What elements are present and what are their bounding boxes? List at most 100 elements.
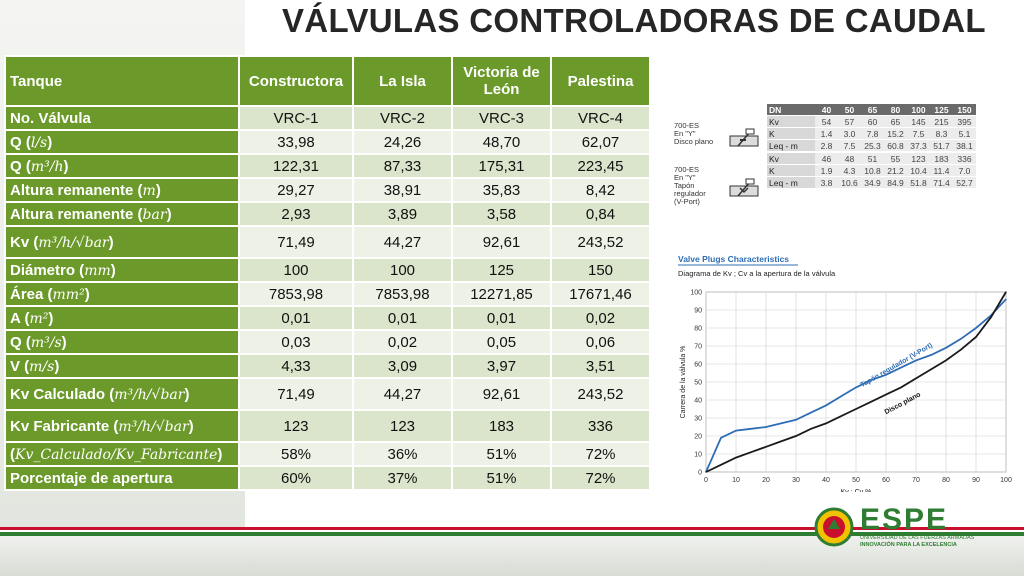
spec-cell: 215 bbox=[930, 115, 953, 128]
background-bottom-band bbox=[0, 536, 1024, 576]
series-point bbox=[840, 415, 842, 417]
row-label: Altura remanente (bar) bbox=[4, 201, 240, 227]
spec-cell: 71.4 bbox=[930, 176, 953, 189]
series-point bbox=[705, 471, 707, 473]
table-cell: 223,45 bbox=[550, 153, 651, 179]
spec-cell: 11.4 bbox=[930, 164, 953, 177]
series-point bbox=[735, 430, 737, 432]
row-unit-paren: ) bbox=[84, 285, 90, 303]
row-label: Porcentaje de apertura bbox=[4, 465, 240, 491]
spec-header-cell: 40 bbox=[815, 104, 838, 116]
spec-group-label-line: 700-ES bbox=[674, 121, 700, 130]
spec-group-label-line: En "Y" bbox=[674, 129, 696, 138]
table-cell: VRC-3 bbox=[451, 105, 552, 131]
table-cell: 175,31 bbox=[451, 153, 552, 179]
logo-wordmark: ESPE bbox=[860, 503, 949, 536]
header-column: La Isla bbox=[352, 55, 453, 107]
spec-header-cell: 125 bbox=[930, 104, 953, 116]
logo-tagline-2: INNOVACIÓN PARA LA EXCELENCIA bbox=[860, 542, 957, 548]
table-cell: 125 bbox=[451, 257, 552, 283]
row-label: (Kv_Calculado/Kv_Fabricante) bbox=[4, 441, 240, 467]
series-point bbox=[900, 367, 902, 369]
spec-cell: 1.4 bbox=[815, 127, 838, 140]
table-cell: 71,49 bbox=[238, 225, 354, 259]
y-tick-label: 100 bbox=[690, 290, 702, 297]
row-unit: m² bbox=[29, 310, 49, 327]
table-cell: 8,42 bbox=[550, 177, 651, 203]
table-cell: 92,61 bbox=[451, 377, 552, 411]
spec-cell: 25.3 bbox=[861, 139, 884, 153]
spec-cell: 37.3 bbox=[907, 139, 930, 153]
series-point bbox=[975, 336, 977, 338]
series-point bbox=[930, 354, 932, 356]
header-column: Constructora bbox=[238, 55, 354, 107]
series-point bbox=[885, 394, 887, 396]
table-cell: 3,51 bbox=[550, 353, 651, 379]
table-cell: VRC-4 bbox=[550, 105, 651, 131]
table-cell: 38,91 bbox=[352, 177, 453, 203]
y-tick-label: 80 bbox=[694, 326, 702, 333]
table-cell: 62,07 bbox=[550, 129, 651, 155]
table-cell: 12271,85 bbox=[451, 281, 552, 307]
white-stripe bbox=[0, 530, 1024, 532]
spec-cell: 84.9 bbox=[884, 176, 907, 189]
spec-cell: 48 bbox=[838, 151, 861, 165]
table-cell: 72% bbox=[550, 441, 651, 467]
row-label-text: Kv ( bbox=[10, 233, 39, 251]
series-point bbox=[915, 359, 917, 361]
row-unit: m³/h/√bar bbox=[118, 418, 189, 435]
spec-cell: 60 bbox=[861, 115, 884, 128]
y-valve-disco-icon bbox=[729, 128, 759, 147]
spec-cell: 145 bbox=[907, 115, 930, 128]
series-point bbox=[810, 412, 812, 414]
row-label: Kv Calculado (m³/h/√bar) bbox=[4, 377, 240, 411]
y-tick-label: 50 bbox=[694, 380, 702, 387]
spec-cell: 10.8 bbox=[861, 164, 884, 177]
table-cell: 150 bbox=[550, 257, 651, 283]
spec-group-label-line: Tapón bbox=[674, 181, 695, 190]
header-column: Victoria de León bbox=[451, 55, 552, 107]
spec-group-label-disco-plano: 700-ES En "Y" Disco plano bbox=[674, 122, 713, 146]
spec-cell: 60.8 bbox=[884, 139, 907, 153]
table-cell: 7853,98 bbox=[352, 281, 453, 307]
espe-logo: ESPE UNIVERSIDAD DE LAS FUERZAS ARMADAS … bbox=[812, 505, 1002, 549]
series-point bbox=[900, 386, 902, 388]
table-cell: 0,02 bbox=[550, 305, 651, 331]
series-point bbox=[870, 379, 872, 381]
table-cell: 58% bbox=[238, 441, 354, 467]
x-tick-label: 80 bbox=[942, 477, 950, 484]
row-unit: m³/h bbox=[30, 158, 64, 175]
spec-cell: 1.9 bbox=[815, 164, 838, 177]
series-point bbox=[960, 338, 962, 340]
y-tick-label: 60 bbox=[694, 362, 702, 369]
red-stripe bbox=[0, 527, 1024, 530]
row-label-text: Diámetro ( bbox=[10, 261, 85, 279]
series-point bbox=[825, 404, 827, 406]
table-cell: 0,84 bbox=[550, 201, 651, 227]
spec-row-key: Kv bbox=[767, 115, 815, 128]
table-cell: 336 bbox=[550, 409, 651, 443]
spec-cell: 3.8 bbox=[815, 176, 838, 189]
y-tick-label: 10 bbox=[694, 452, 702, 459]
table-cell: 33,98 bbox=[238, 129, 354, 155]
table-cell: 60% bbox=[238, 465, 354, 491]
row-label: Q (l/s) bbox=[4, 129, 240, 155]
table-cell: 0,01 bbox=[352, 305, 453, 331]
spec-group-label-line: regulador bbox=[674, 189, 706, 198]
series-point bbox=[885, 374, 887, 376]
spec-header-cell: DN bbox=[767, 104, 815, 116]
spec-row-key: Leq - m bbox=[767, 176, 815, 189]
table-cell: 87,33 bbox=[352, 153, 453, 179]
row-unit-paren: ) bbox=[108, 233, 114, 251]
series-point bbox=[930, 368, 932, 370]
valve-spec-table: DN 40 50 65 80 100 125 150 Kv 54 57 60 65 145 215 395 K 1… bbox=[767, 104, 976, 189]
row-unit: m/s bbox=[29, 358, 55, 375]
row-label-text: No. Válvula bbox=[10, 109, 91, 127]
spec-header-cell: 80 bbox=[884, 104, 907, 116]
row-unit: l/s bbox=[30, 134, 48, 151]
row-label-text: Altura remanente ( bbox=[10, 181, 143, 199]
table-cell: 4,33 bbox=[238, 353, 354, 379]
row-unit: Kv_Calculado/Kv_Fabricante bbox=[15, 446, 218, 463]
x-tick-label: 50 bbox=[852, 477, 860, 484]
y-tick-label: 70 bbox=[694, 344, 702, 351]
